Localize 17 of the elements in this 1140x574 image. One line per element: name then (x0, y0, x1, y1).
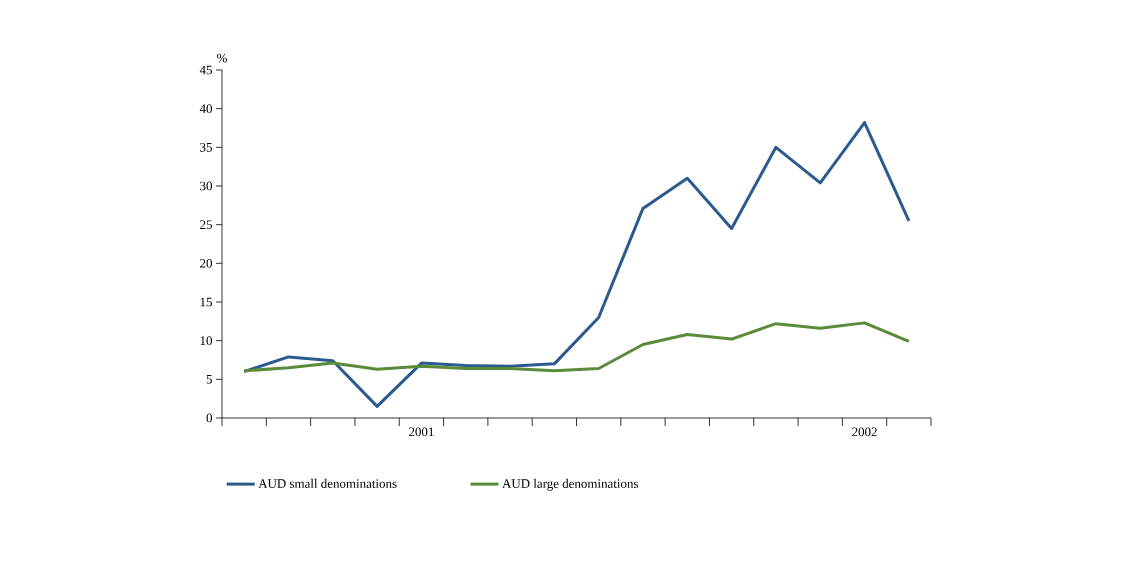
y-tick-label: 40 (199, 104, 212, 114)
x-tick-label: 2002 (852, 427, 877, 437)
y-tick-label: 5 (206, 375, 212, 384)
y-tick-label: 20 (200, 258, 212, 268)
line-series (242, 321, 911, 373)
y-tick-label: 30 (200, 181, 212, 191)
x-tick-label: 2001 (409, 427, 434, 437)
y-tick-label: 45 (199, 65, 212, 75)
y-tick-label: 15 (200, 297, 212, 307)
line-series (242, 121, 911, 408)
y-tick-label: 10 (200, 336, 212, 346)
y-tick-label: 35 (200, 142, 212, 152)
y-tick-label: 25 (200, 220, 212, 229)
y-axis-title: % (217, 53, 227, 63)
y-tick-label: 0 (206, 413, 212, 423)
legend-label: AUD small denominations (258, 478, 397, 488)
legend-label: AUD large denominations (502, 478, 639, 491)
